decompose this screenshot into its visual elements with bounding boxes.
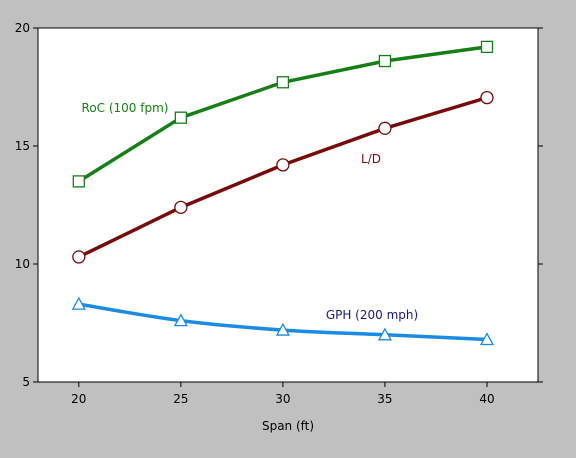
data-point [480, 40, 494, 54]
data-point [173, 313, 188, 327]
x-tick-label: 20 [71, 392, 86, 406]
data-point [480, 90, 494, 105]
data-point [276, 158, 290, 172]
x-tick-label: 30 [275, 392, 290, 406]
data-point [174, 111, 188, 124]
axes-layer: 5 10 15 20 20 25 30 35 40 [15, 21, 543, 406]
data-point [377, 327, 393, 341]
annotation-layer: RoC (100 fpm) L/D GPH (200 mph) [82, 101, 419, 322]
data-point [72, 175, 85, 188]
x-tick-label: 40 [479, 392, 494, 406]
data-point [72, 250, 86, 264]
series-annotation: RoC (100 fpm) [82, 101, 169, 115]
x-axis-label: Span (ft) [262, 419, 314, 433]
y-tick-label: 10 [15, 257, 30, 271]
data-point [174, 200, 188, 215]
data-point [275, 322, 290, 336]
series-annotation: GPH (200 mph) [326, 308, 418, 322]
y-tick-label: 15 [15, 139, 30, 153]
data-point [479, 332, 495, 346]
series-annotation: L/D [361, 152, 381, 166]
data-point [378, 121, 392, 135]
x-tick-label: 25 [173, 392, 188, 406]
data-point [71, 296, 86, 310]
data-point [378, 54, 392, 68]
y-tick-label: 5 [22, 375, 30, 389]
series-layer [71, 40, 495, 346]
x-tick-label: 35 [377, 392, 392, 406]
y-tick-label: 20 [15, 21, 30, 35]
data-point [276, 76, 290, 89]
